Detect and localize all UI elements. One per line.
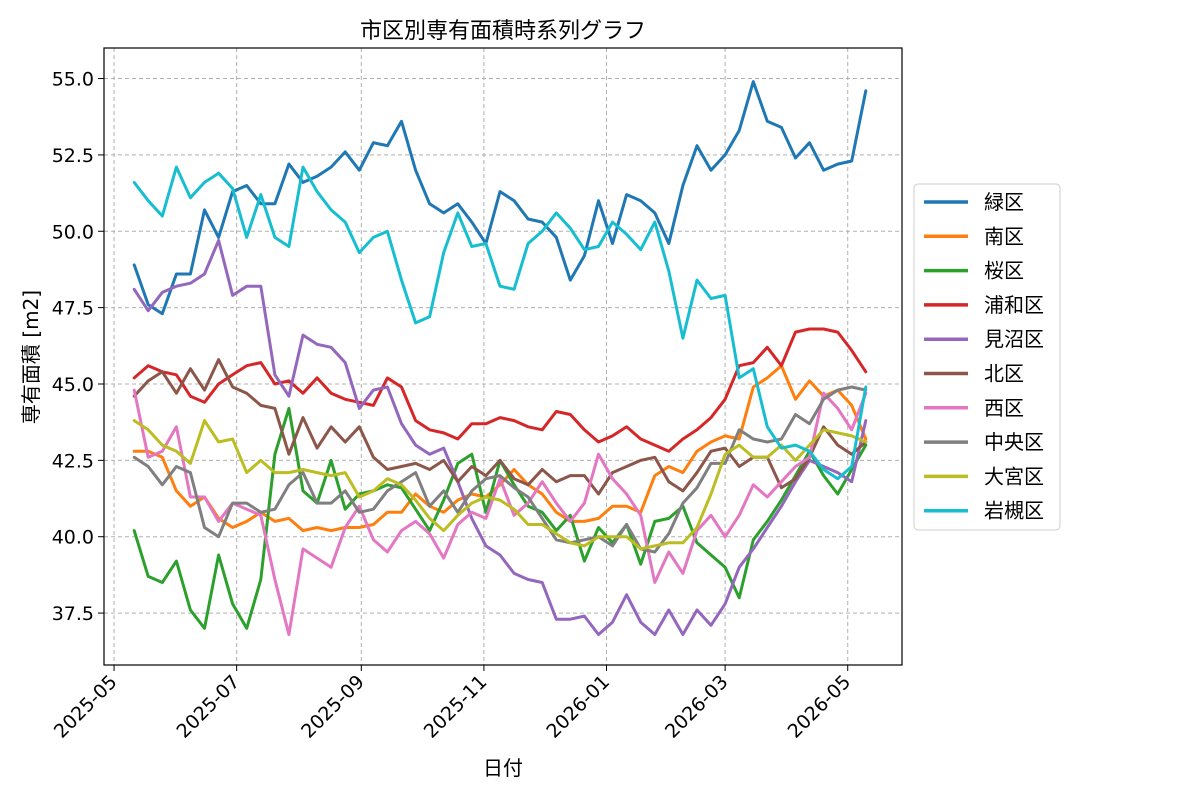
- series-line-10: [132, 165, 868, 481]
- series-line-9: [132, 419, 868, 551]
- series-lines: [132, 80, 868, 636]
- series-line-7: [132, 388, 868, 636]
- y-tick-label: 40.0: [52, 527, 94, 549]
- y-tick-label: 42.5: [52, 450, 94, 472]
- legend-label-10: 岩槻区: [984, 499, 1044, 523]
- legend-label-2: 南区: [984, 224, 1024, 248]
- series-line-8: [132, 385, 868, 554]
- legend-label-8: 中央区: [984, 430, 1044, 454]
- x-axis-title: 日付: [483, 756, 523, 780]
- legend-label-5: 見沼区: [984, 327, 1044, 351]
- y-axis-title: 専有面積 [m2]: [19, 290, 43, 424]
- plot-area-frame: [103, 47, 903, 666]
- series-line-6: [132, 358, 868, 496]
- y-tick-label: 45.0: [52, 374, 94, 396]
- series-line-2: [132, 364, 868, 533]
- y-tick-label: 55.0: [52, 69, 94, 91]
- grid-lines: [104, 48, 902, 665]
- legend-label-1: 緑区: [984, 190, 1024, 214]
- legend-label-3: 桜区: [984, 259, 1024, 283]
- series-line-5: [132, 238, 868, 636]
- y-tick-label: 37.5: [52, 603, 94, 625]
- chart-title: 市区別専有面積時系列グラフ: [360, 19, 646, 44]
- legend-label-6: 北区: [984, 362, 1024, 386]
- legend-label-7: 西区: [984, 396, 1024, 420]
- legend-label-4: 浦和区: [984, 293, 1044, 317]
- series-line-4: [132, 327, 868, 453]
- y-axis-ticks: 37.5 40.0 42.5 45.0 47.5 50.0 52.5 55.0: [52, 69, 104, 625]
- series-line-1: [132, 80, 868, 316]
- y-tick-label: 52.5: [52, 145, 94, 167]
- legend-label-9: 大宮区: [984, 464, 1044, 488]
- y-tick-label: 50.0: [52, 221, 94, 243]
- y-tick-label: 47.5: [52, 298, 94, 320]
